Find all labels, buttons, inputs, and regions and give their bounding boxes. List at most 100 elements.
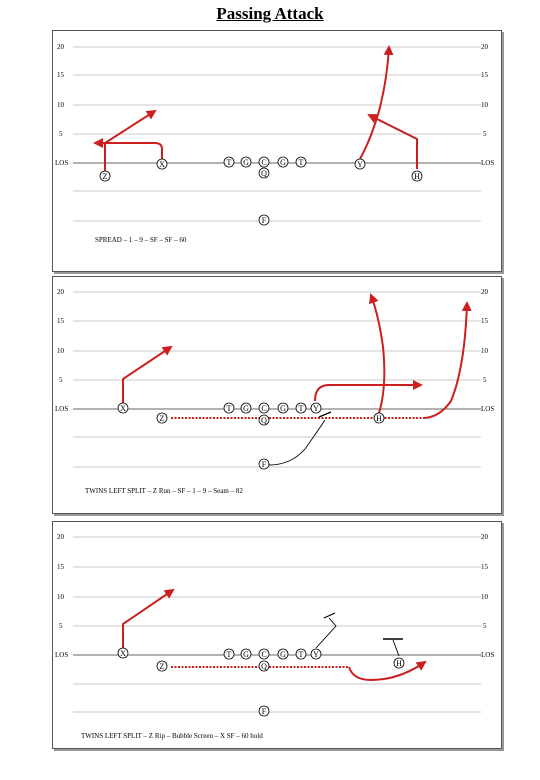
player-h: H bbox=[373, 412, 385, 424]
player-x: X bbox=[117, 402, 129, 414]
player-q: Q bbox=[258, 660, 270, 672]
yard-label-15: 15 bbox=[57, 563, 65, 571]
player-c: C bbox=[258, 402, 270, 414]
play-diagram-2: 20 20 15 15 10 10 5 5 LOS LOS X Z T G C … bbox=[52, 276, 502, 514]
yard-label-10: 10 bbox=[57, 593, 65, 601]
player-rg: G bbox=[277, 402, 289, 414]
yard-label-5: 5 bbox=[59, 622, 63, 630]
player-f: F bbox=[258, 214, 270, 226]
svg-text:Y: Y bbox=[313, 404, 319, 413]
y-block-route bbox=[315, 617, 337, 649]
player-f: F bbox=[258, 705, 270, 717]
f-check-route bbox=[268, 419, 326, 466]
svg-text:C: C bbox=[261, 650, 266, 659]
yard-label-20: 20 bbox=[57, 288, 65, 296]
yard-label-15-right: 15 bbox=[481, 71, 489, 79]
f-block-mark bbox=[318, 411, 332, 418]
play-1-caption: SPREAD – 1 – 9 – SF – SF – 60 bbox=[95, 236, 187, 244]
player-c: C bbox=[258, 156, 270, 168]
svg-text:G: G bbox=[280, 404, 286, 413]
player-rt: T bbox=[295, 648, 307, 660]
svg-text:H: H bbox=[414, 172, 420, 181]
play-3-field: 20 20 15 15 10 10 5 5 LOS LOS X Z T G C … bbox=[55, 533, 494, 740]
svg-text:G: G bbox=[243, 158, 249, 167]
svg-text:H: H bbox=[376, 414, 382, 423]
player-x: X bbox=[156, 158, 168, 170]
player-lt: T bbox=[223, 402, 235, 414]
player-rg: G bbox=[277, 156, 289, 168]
svg-text:X: X bbox=[120, 404, 126, 413]
z-bubble-route bbox=[348, 660, 427, 682]
yard-label-5-right: 5 bbox=[483, 622, 487, 630]
play-2-caption: TWINS LEFT SPLIT – Z Run – SF – 1 – 9 – … bbox=[85, 487, 243, 495]
svg-text:G: G bbox=[243, 650, 249, 659]
player-x: X bbox=[117, 647, 129, 659]
player-z: Z bbox=[156, 412, 168, 424]
play-diagram-1: 20 20 15 15 10 10 5 5 LOS LOS Z X T G C … bbox=[52, 30, 502, 272]
svg-text:G: G bbox=[280, 158, 286, 167]
svg-text:Q: Q bbox=[261, 416, 267, 425]
player-lg: G bbox=[240, 402, 252, 414]
h-route bbox=[367, 114, 418, 169]
yard-label-20-right: 20 bbox=[481, 533, 489, 541]
svg-text:Z: Z bbox=[160, 662, 165, 671]
player-lg: G bbox=[240, 156, 252, 168]
svg-text:Y: Y bbox=[357, 160, 363, 169]
player-q: Q bbox=[258, 414, 270, 426]
los-label: LOS bbox=[55, 159, 68, 167]
z-route bbox=[104, 109, 157, 171]
yard-label-20-right: 20 bbox=[481, 288, 489, 296]
yard-label-10: 10 bbox=[57, 101, 65, 109]
player-f: F bbox=[258, 458, 270, 470]
los-label-right: LOS bbox=[481, 405, 494, 413]
svg-text:G: G bbox=[280, 650, 286, 659]
yard-label-15: 15 bbox=[57, 71, 65, 79]
yard-label-15-right: 15 bbox=[481, 563, 489, 571]
svg-text:X: X bbox=[159, 160, 165, 169]
svg-text:C: C bbox=[261, 404, 266, 413]
x-route bbox=[122, 588, 175, 648]
yard-label-5-right: 5 bbox=[483, 376, 487, 384]
z-seam-route bbox=[422, 301, 472, 419]
yard-label-10: 10 bbox=[57, 347, 65, 355]
player-y: Y bbox=[310, 402, 322, 414]
svg-text:T: T bbox=[299, 404, 304, 413]
los-label-right: LOS bbox=[481, 159, 494, 167]
svg-text:H: H bbox=[396, 659, 402, 668]
yard-label-5-right: 5 bbox=[483, 130, 487, 138]
svg-text:X: X bbox=[120, 649, 126, 658]
svg-text:Q: Q bbox=[261, 169, 267, 178]
yard-label-10-right: 10 bbox=[481, 101, 489, 109]
player-lt: T bbox=[223, 156, 235, 168]
player-h: H bbox=[411, 170, 423, 182]
svg-text:Y: Y bbox=[313, 650, 319, 659]
svg-text:F: F bbox=[262, 460, 267, 469]
play-diagram-3: 20 20 15 15 10 10 5 5 LOS LOS X Z T G C … bbox=[52, 521, 502, 749]
yard-label-20: 20 bbox=[57, 43, 65, 51]
player-q: Q bbox=[258, 167, 270, 179]
yard-label-20-right: 20 bbox=[481, 43, 489, 51]
los-label: LOS bbox=[55, 405, 68, 413]
player-rt: T bbox=[295, 402, 307, 414]
svg-text:T: T bbox=[227, 650, 232, 659]
svg-text:F: F bbox=[262, 707, 267, 716]
play-2-field: 20 20 15 15 10 10 5 5 LOS LOS X Z T G C … bbox=[55, 288, 494, 495]
svg-text:Z: Z bbox=[103, 172, 108, 181]
yard-label-15-right: 15 bbox=[481, 317, 489, 325]
yard-label-10-right: 10 bbox=[481, 593, 489, 601]
svg-text:T: T bbox=[299, 650, 304, 659]
yard-lines bbox=[73, 46, 481, 222]
player-lg: G bbox=[240, 648, 252, 660]
x-route bbox=[93, 138, 163, 159]
play-1-field: 20 20 15 15 10 10 5 5 LOS LOS Z X T G C … bbox=[55, 43, 494, 244]
h-route bbox=[369, 293, 386, 414]
player-lt: T bbox=[223, 648, 235, 660]
player-y: Y bbox=[310, 648, 322, 660]
yard-lines bbox=[73, 291, 481, 468]
svg-text:T: T bbox=[227, 404, 232, 413]
yard-lines bbox=[73, 536, 481, 713]
yard-label-20: 20 bbox=[57, 533, 65, 541]
yard-label-5: 5 bbox=[59, 130, 63, 138]
y-route bbox=[359, 45, 394, 160]
player-z: Z bbox=[156, 660, 168, 672]
